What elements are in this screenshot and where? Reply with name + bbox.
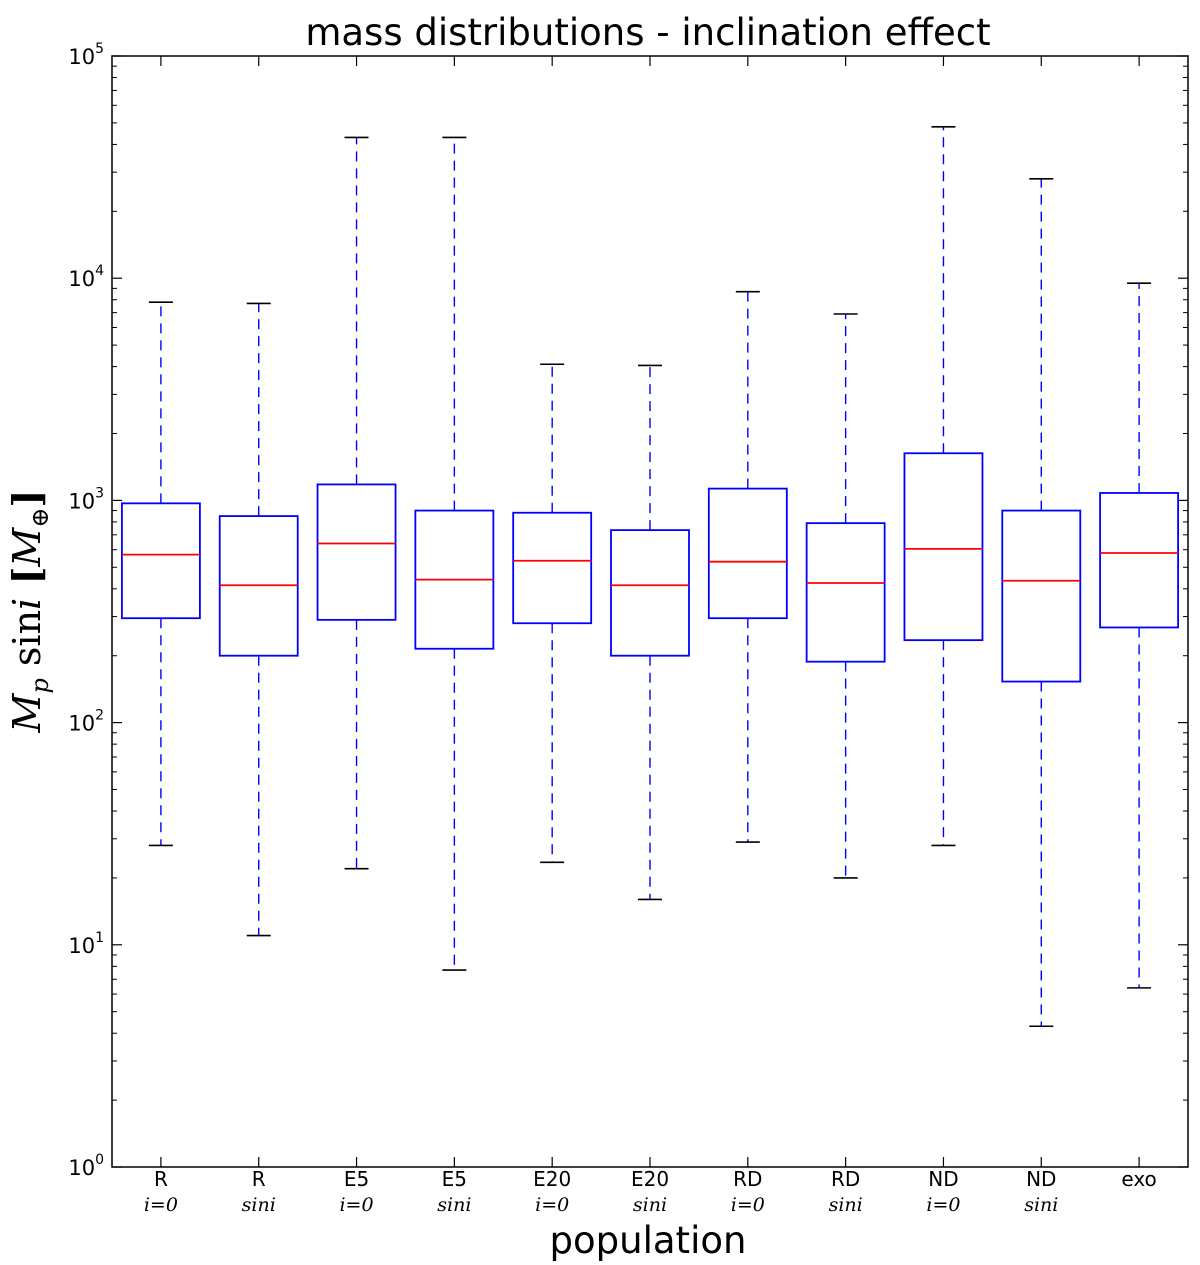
y-tick-label: 102 bbox=[68, 708, 104, 736]
x-tick-sublabel: i=0 bbox=[144, 1194, 178, 1216]
y-tick-exponent: 5 bbox=[95, 41, 104, 57]
svg-text:Mp sini [M⊕]: Mp sini [M⊕] bbox=[4, 490, 54, 734]
x-tick-label: ND bbox=[1026, 1167, 1056, 1191]
y-tick-label: 101 bbox=[68, 930, 104, 958]
box-iqr bbox=[1099, 492, 1179, 629]
x-tick-label: R bbox=[154, 1167, 168, 1191]
box-9 bbox=[1001, 178, 1082, 1028]
y-tick-base: 10 bbox=[68, 934, 95, 958]
y-tick-base: 10 bbox=[68, 1156, 95, 1180]
y-label-mp: M bbox=[5, 692, 49, 733]
box-0 bbox=[121, 301, 201, 847]
box-series bbox=[121, 126, 1179, 1028]
x-tick-label: E20 bbox=[533, 1167, 571, 1191]
x-tick-sublabel: sini bbox=[1024, 1194, 1058, 1216]
box-10 bbox=[1099, 282, 1179, 989]
box-iqr bbox=[707, 487, 788, 620]
box-4 bbox=[512, 363, 593, 864]
x-tick-sublabel: sini bbox=[829, 1194, 863, 1216]
box-iqr bbox=[903, 452, 984, 642]
y-label-bracket-open: [ bbox=[4, 567, 49, 598]
y-label-i: i bbox=[5, 598, 49, 610]
box-2 bbox=[316, 136, 397, 870]
x-tick-sublabel: sini bbox=[633, 1194, 667, 1216]
x-tick-label: ND bbox=[928, 1167, 958, 1191]
y-tick-base: 10 bbox=[68, 489, 95, 513]
x-tick-sublabel: i=0 bbox=[535, 1194, 569, 1216]
x-tick-sublabel: sini bbox=[242, 1194, 276, 1216]
y-tick-base: 10 bbox=[68, 712, 95, 736]
y-tick-exponent: 2 bbox=[95, 708, 104, 724]
box-3 bbox=[414, 136, 495, 971]
box-iqr bbox=[316, 483, 397, 621]
box-1 bbox=[218, 302, 299, 937]
x-tick-label: R bbox=[252, 1167, 266, 1191]
y-label-earth: ⊕ bbox=[26, 508, 54, 528]
box-6 bbox=[707, 290, 788, 843]
plot-area bbox=[111, 55, 1189, 1168]
x-tick-label: RD bbox=[831, 1167, 860, 1191]
y-tick-base: 10 bbox=[68, 45, 95, 69]
box-iqr bbox=[805, 522, 886, 663]
y-tick-label: 103 bbox=[68, 485, 104, 513]
box-iqr bbox=[121, 502, 201, 620]
box-8 bbox=[903, 126, 984, 847]
x-tick-sublabel: i=0 bbox=[731, 1194, 765, 1216]
x-tick-sublabel: i=0 bbox=[926, 1194, 960, 1216]
y-tick-label: 105 bbox=[68, 41, 104, 69]
y-tick-exponent: 0 bbox=[95, 1152, 104, 1168]
y-tick-exponent: 3 bbox=[95, 485, 104, 501]
y-label-bracket-close: ] bbox=[4, 490, 49, 508]
x-tick-label: RD bbox=[733, 1167, 762, 1191]
y-axis-label: Mp sini [M⊕] bbox=[4, 490, 54, 734]
box-7 bbox=[805, 313, 886, 879]
y-tick-base: 10 bbox=[68, 267, 95, 291]
x-tick-sublabel: sini bbox=[437, 1194, 471, 1216]
x-tick-label: E5 bbox=[442, 1167, 467, 1191]
y-label-p: p bbox=[26, 678, 54, 693]
x-tick-label: exo bbox=[1121, 1167, 1156, 1191]
box-iqr bbox=[512, 511, 593, 625]
y-tick-exponent: 1 bbox=[95, 930, 104, 946]
box-5 bbox=[610, 364, 690, 901]
y-label-sini: sin bbox=[5, 610, 49, 678]
x-tick-label: E20 bbox=[631, 1167, 669, 1191]
box-iqr bbox=[1001, 509, 1082, 683]
x-axis-label: population bbox=[550, 1219, 747, 1262]
y-tick-exponent: 4 bbox=[95, 263, 104, 279]
y-tick-label: 104 bbox=[68, 263, 104, 291]
y-tick-label: 100 bbox=[68, 1152, 104, 1180]
x-tick-label: E5 bbox=[344, 1167, 369, 1191]
x-tick-sublabel: i=0 bbox=[339, 1194, 373, 1216]
box-iqr bbox=[610, 529, 690, 657]
y-label-m: M bbox=[5, 527, 49, 568]
plot-frame bbox=[111, 55, 1189, 1168]
chart-title: mass distributions - inclination effect bbox=[305, 11, 990, 54]
